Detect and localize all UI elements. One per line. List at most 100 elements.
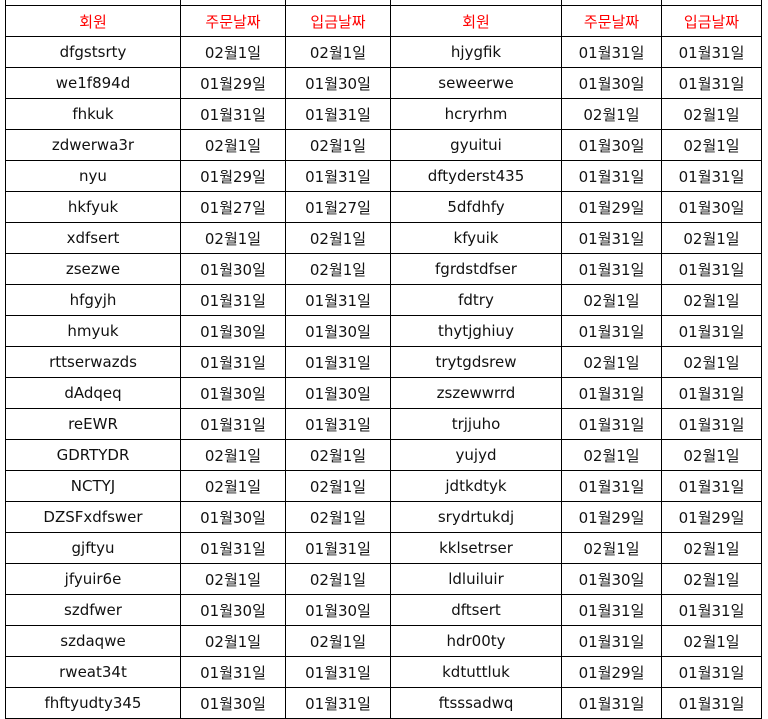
cell-payment-date[interactable]: 01월31일 (285, 408, 391, 440)
cell-order-date[interactable]: 01월29일 (561, 191, 662, 223)
cell-member[interactable]: hjygfik (390, 36, 562, 68)
header-cell-order-date[interactable]: 주문날짜 (561, 5, 662, 37)
cell-order-date[interactable]: 01월31일 (561, 408, 662, 440)
cell-payment-date[interactable]: 02월1일 (285, 563, 391, 595)
cell-payment-date[interactable]: 01월31일 (285, 160, 391, 192)
header-cell-payment-date[interactable]: 입금날짜 (661, 5, 762, 37)
cell-member[interactable]: xdfsert (5, 222, 181, 254)
cell-member[interactable]: szdfwer (5, 594, 181, 626)
header-cell-member[interactable]: 회원 (390, 5, 562, 37)
cell-order-date[interactable]: 01월30일 (561, 67, 662, 99)
cell-member[interactable]: dfgstsrty (5, 36, 181, 68)
cell-payment-date[interactable]: 01월31일 (285, 687, 391, 719)
cell-order-date[interactable]: 01월31일 (180, 532, 286, 564)
cell-order-date[interactable]: 01월31일 (180, 408, 286, 440)
cell-order-date[interactable]: 02월1일 (180, 222, 286, 254)
cell-order-date[interactable]: 01월30일 (561, 129, 662, 161)
cell-payment-date[interactable]: 01월27일 (285, 191, 391, 223)
cell-order-date[interactable]: 01월31일 (180, 284, 286, 316)
cell-member[interactable]: zdwerwa3r (5, 129, 181, 161)
cell-member[interactable]: rttserwazds (5, 346, 181, 378)
cell-payment-date[interactable]: 01월31일 (661, 253, 762, 285)
cell-member[interactable]: reEWR (5, 408, 181, 440)
cell-order-date[interactable]: 01월30일 (561, 563, 662, 595)
cell-order-date[interactable]: 02월1일 (180, 439, 286, 471)
cell-order-date[interactable]: 01월31일 (180, 98, 286, 130)
cell-order-date[interactable]: 01월27일 (180, 191, 286, 223)
cell-member[interactable]: hkfyuk (5, 191, 181, 223)
cell-member[interactable]: fgrdstdfser (390, 253, 562, 285)
cell-payment-date[interactable]: 02월1일 (285, 36, 391, 68)
cell-order-date[interactable]: 01월29일 (561, 656, 662, 688)
cell-order-date[interactable]: 01월30일 (180, 687, 286, 719)
cell-order-date[interactable]: 01월30일 (180, 377, 286, 409)
cell-payment-date[interactable]: 01월31일 (661, 594, 762, 626)
cell-payment-date[interactable]: 02월1일 (285, 501, 391, 533)
cell-order-date[interactable]: 02월1일 (561, 439, 662, 471)
cell-payment-date[interactable]: 01월31일 (661, 315, 762, 347)
cell-member[interactable]: jfyuir6e (5, 563, 181, 595)
cell-member[interactable]: ftsssadwq (390, 687, 562, 719)
cell-payment-date[interactable]: 01월31일 (661, 160, 762, 192)
cell-member[interactable]: zsezwe (5, 253, 181, 285)
cell-member[interactable]: GDRTYDR (5, 439, 181, 471)
cell-payment-date[interactable]: 01월30일 (661, 191, 762, 223)
cell-member[interactable]: trytgdsrew (390, 346, 562, 378)
cell-member[interactable]: dftsert (390, 594, 562, 626)
cell-order-date[interactable]: 01월31일 (561, 315, 662, 347)
cell-order-date[interactable]: 02월1일 (180, 129, 286, 161)
cell-member[interactable]: nyu (5, 160, 181, 192)
cell-order-date[interactable]: 01월30일 (180, 315, 286, 347)
cell-order-date[interactable]: 02월1일 (180, 625, 286, 657)
cell-payment-date[interactable]: 02월1일 (285, 129, 391, 161)
cell-member[interactable]: seweerwe (390, 67, 562, 99)
cell-payment-date[interactable]: 02월1일 (661, 346, 762, 378)
cell-order-date[interactable]: 02월1일 (561, 532, 662, 564)
cell-member[interactable]: fhftyudty345 (5, 687, 181, 719)
cell-member[interactable]: trjjuho (390, 408, 562, 440)
cell-payment-date[interactable]: 02월1일 (661, 222, 762, 254)
cell-payment-date[interactable]: 01월31일 (285, 656, 391, 688)
cell-member[interactable]: rweat34t (5, 656, 181, 688)
cell-order-date[interactable]: 01월29일 (180, 67, 286, 99)
cell-order-date[interactable]: 01월31일 (180, 656, 286, 688)
cell-member[interactable]: NCTYJ (5, 470, 181, 502)
cell-payment-date[interactable]: 01월31일 (661, 36, 762, 68)
cell-member[interactable]: kdtuttluk (390, 656, 562, 688)
cell-payment-date[interactable]: 02월1일 (661, 563, 762, 595)
cell-payment-date[interactable]: 01월31일 (661, 687, 762, 719)
cell-member[interactable]: zszewwrrd (390, 377, 562, 409)
cell-payment-date[interactable]: 02월1일 (661, 129, 762, 161)
cell-member[interactable]: srydrtukdj (390, 501, 562, 533)
cell-order-date[interactable]: 01월31일 (561, 470, 662, 502)
cell-member[interactable]: kfyuik (390, 222, 562, 254)
cell-order-date[interactable]: 01월30일 (180, 594, 286, 626)
cell-payment-date[interactable]: 02월1일 (285, 253, 391, 285)
cell-payment-date[interactable]: 02월1일 (285, 222, 391, 254)
cell-payment-date[interactable]: 01월31일 (661, 656, 762, 688)
cell-payment-date[interactable]: 02월1일 (661, 98, 762, 130)
cell-member[interactable]: hdr00ty (390, 625, 562, 657)
cell-payment-date[interactable]: 01월31일 (661, 67, 762, 99)
cell-payment-date[interactable]: 02월1일 (661, 532, 762, 564)
cell-payment-date[interactable]: 01월31일 (661, 377, 762, 409)
cell-member[interactable]: 5dfdhfy (390, 191, 562, 223)
cell-payment-date[interactable]: 01월30일 (285, 67, 391, 99)
cell-payment-date[interactable]: 02월1일 (285, 470, 391, 502)
cell-order-date[interactable]: 01월31일 (561, 253, 662, 285)
cell-order-date[interactable]: 02월1일 (561, 346, 662, 378)
cell-order-date[interactable]: 01월31일 (561, 594, 662, 626)
cell-member[interactable]: dftyderst435 (390, 160, 562, 192)
cell-member[interactable]: thytjghiuy (390, 315, 562, 347)
cell-order-date[interactable]: 01월31일 (180, 346, 286, 378)
cell-order-date[interactable]: 01월31일 (561, 36, 662, 68)
cell-member[interactable]: yujyd (390, 439, 562, 471)
cell-order-date[interactable]: 02월1일 (180, 470, 286, 502)
cell-payment-date[interactable]: 01월30일 (285, 377, 391, 409)
cell-member[interactable]: gyuitui (390, 129, 562, 161)
cell-payment-date[interactable]: 02월1일 (285, 625, 391, 657)
cell-payment-date[interactable]: 01월31일 (285, 284, 391, 316)
cell-payment-date[interactable]: 01월31일 (285, 346, 391, 378)
cell-member[interactable]: dAdqeq (5, 377, 181, 409)
cell-order-date[interactable]: 01월29일 (180, 160, 286, 192)
